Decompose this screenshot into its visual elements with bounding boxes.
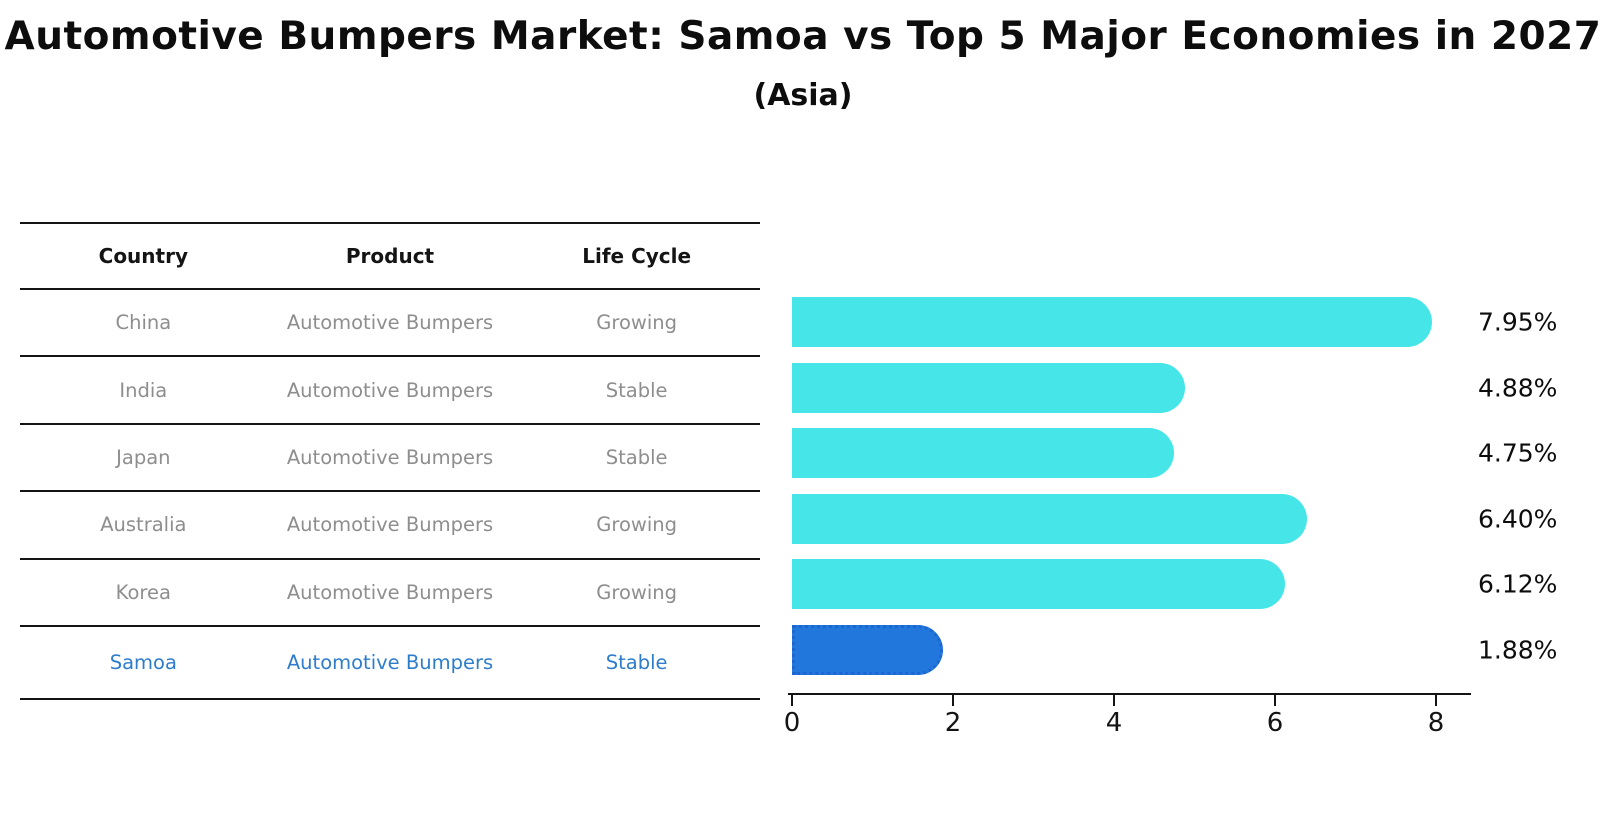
bar-japan — [792, 428, 1175, 478]
value-label-australia: 6.40% — [1478, 504, 1558, 533]
x-tick-label: 4 — [1105, 708, 1123, 738]
table-header-row: Country Product Life Cycle — [20, 222, 760, 290]
table-row-samoa: Samoa Automotive Bumpers Stable — [20, 627, 760, 700]
life-cycle-cell: Stable — [605, 378, 668, 402]
table-row-japan: Japan Automotive Bumpers Stable — [20, 425, 760, 493]
bar-india — [792, 362, 1185, 413]
bar-plot-area — [792, 0, 1436, 823]
life-cycle-cell: Growing — [596, 311, 678, 335]
comparison-table: Country Product Life Cycle China Automot… — [20, 222, 760, 700]
product-cell: Automotive Bumpers — [286, 311, 494, 335]
product-cell: Automotive Bumpers — [286, 378, 494, 402]
x-tick-label: 6 — [1266, 708, 1284, 738]
chart-title: Automotive Bumpers Market: Samoa vs Top … — [4, 14, 1602, 59]
x-tick-8: 8 — [1428, 694, 1444, 738]
value-label-japan: 4.75% — [1478, 438, 1558, 468]
country-cell: Japan — [116, 445, 171, 469]
table-row-korea: Korea Automotive Bumpers Growing — [20, 560, 760, 627]
table-row-china: China Automotive Bumpers Growing — [20, 290, 760, 358]
x-tick-label: 2 — [944, 708, 962, 738]
life-cycle-cell: Growing — [596, 513, 678, 537]
table-header-product: Product — [345, 244, 435, 268]
bar-australia — [792, 493, 1308, 544]
value-label-india: 4.88% — [1478, 373, 1558, 402]
value-label-korea: 6.12% — [1478, 569, 1558, 599]
x-tick-label: 0 — [783, 708, 801, 738]
product-cell: Automotive Bumpers — [286, 650, 494, 674]
value-label-samoa: 1.88% — [1478, 635, 1558, 664]
x-tick-4: 4 — [1106, 694, 1122, 738]
bar-korea — [792, 559, 1285, 609]
x-tick-label: 8 — [1427, 708, 1445, 738]
x-tick-2: 2 — [945, 694, 961, 738]
product-cell: Automotive Bumpers — [286, 580, 494, 604]
table-header-life-cycle: Life Cycle — [582, 244, 692, 268]
x-tick-0: 0 — [784, 694, 800, 738]
x-axis-line — [788, 693, 1471, 695]
bar-samoa — [792, 624, 944, 675]
x-tick-6: 6 — [1267, 694, 1283, 738]
table-header-country: Country — [98, 244, 188, 268]
product-cell: Automotive Bumpers — [286, 445, 494, 469]
life-cycle-cell: Stable — [605, 445, 668, 469]
table-row-india: India Automotive Bumpers Stable — [20, 357, 760, 425]
country-cell: Korea — [115, 580, 171, 604]
life-cycle-cell: Stable — [605, 650, 668, 674]
chart-subtitle: (Asia) — [753, 78, 853, 113]
product-cell: Automotive Bumpers — [286, 513, 494, 537]
bar-china — [792, 297, 1432, 347]
country-cell: Samoa — [109, 650, 177, 674]
country-cell: Australia — [100, 513, 187, 537]
value-label-china: 7.95% — [1478, 307, 1558, 337]
country-cell: China — [115, 311, 172, 335]
table-row-australia: Australia Automotive Bumpers Growing — [20, 492, 760, 560]
life-cycle-cell: Growing — [596, 580, 678, 604]
country-cell: India — [119, 378, 168, 402]
